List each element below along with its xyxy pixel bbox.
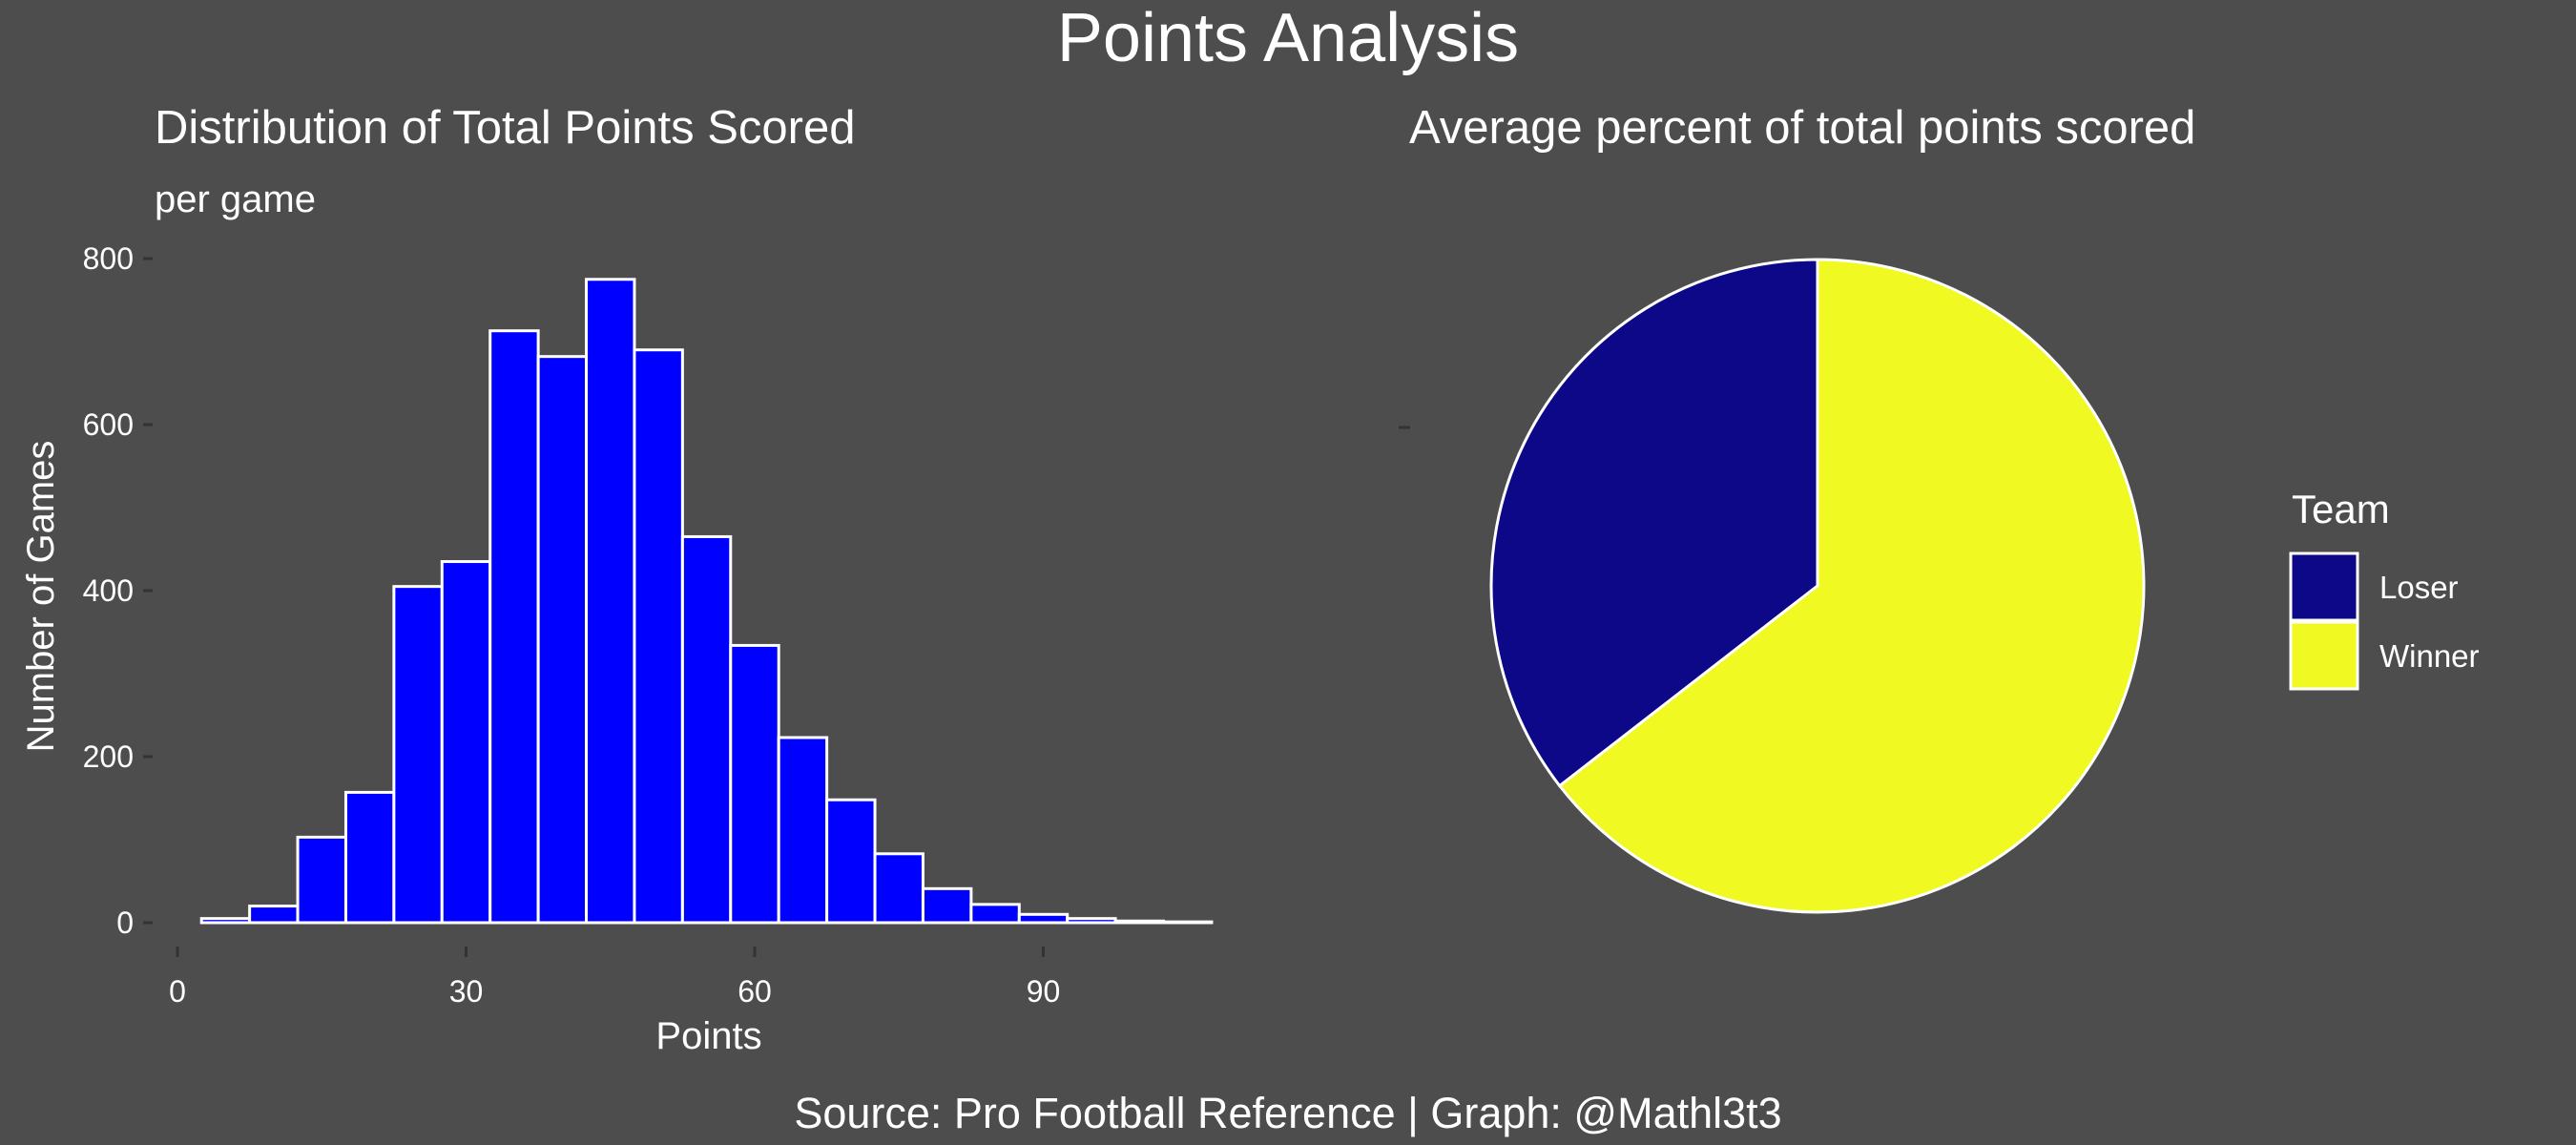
histogram-bar — [536, 355, 589, 925]
histogram-bar — [392, 585, 444, 925]
pie-slices — [1489, 258, 2146, 914]
pie-panel: Average percent of total points scored — [1399, 102, 2195, 914]
histogram-bar — [777, 736, 829, 925]
histogram-bar — [969, 903, 1021, 925]
histogram-y-axis-label: Number of Games — [20, 441, 62, 753]
histogram-bar — [1162, 920, 1214, 925]
histogram-bar — [440, 560, 492, 925]
histogram-bar — [585, 278, 636, 925]
histogram-bar — [296, 835, 347, 925]
histogram-bar — [343, 790, 396, 925]
histogram-bar — [873, 852, 924, 925]
histogram-title: Distribution of Total Points Scored — [155, 102, 855, 154]
histogram-bars — [199, 278, 1214, 925]
x-axis-tick-label: 90 — [1027, 974, 1061, 1009]
pie-slice-loser — [1489, 258, 1819, 788]
pie-legend: Team Loser Winner — [2289, 487, 2480, 691]
y-axis-tick-label: 0 — [116, 906, 134, 940]
histogram-bar — [1113, 919, 1166, 925]
legend-swatch-winner — [2289, 620, 2359, 691]
histogram-x-axis-label: Points — [655, 1015, 761, 1057]
legend-label-winner: Winner — [2379, 638, 2480, 674]
histogram-panel: Distribution of Total Points Scored per … — [20, 102, 1214, 1057]
legend-title: Team — [2292, 487, 2390, 531]
histogram-bar — [248, 905, 300, 925]
y-axis-tick-label: 200 — [83, 739, 134, 774]
x-axis-tick-label: 60 — [737, 974, 772, 1009]
source-caption: Source: Pro Football Reference | Graph: … — [794, 1089, 1781, 1137]
figure-title: Points Analysis — [1057, 0, 1519, 76]
histogram-bar — [921, 886, 973, 925]
legend-items: Loser Winner — [2289, 552, 2480, 691]
y-axis-tick-label: 800 — [83, 241, 134, 276]
histogram-subtitle: per game — [155, 178, 316, 220]
legend-swatch-loser — [2289, 552, 2359, 622]
histogram-bar — [488, 329, 540, 925]
histogram-bar — [633, 348, 684, 925]
legend-label-loser: Loser — [2379, 570, 2459, 605]
x-axis-tick-label: 30 — [449, 974, 484, 1009]
histogram-bar — [680, 534, 733, 925]
histogram-bar — [825, 798, 877, 925]
pie-slice-winner — [1557, 258, 2146, 914]
histogram-x-axis: 0 30 60 90 — [169, 947, 1060, 1009]
y-axis-tick-label: 600 — [83, 407, 134, 442]
y-axis-tick-label: 400 — [83, 573, 134, 608]
pie-title: Average percent of total points scored — [1409, 102, 2195, 154]
histogram-y-axis: 0 200 400 600 800 — [83, 241, 153, 940]
histogram-bar — [1017, 912, 1070, 925]
x-axis-tick-label: 0 — [169, 974, 186, 1009]
histogram-bar — [729, 643, 780, 925]
histogram-bar — [1066, 917, 1117, 925]
histogram-bar — [199, 917, 252, 925]
